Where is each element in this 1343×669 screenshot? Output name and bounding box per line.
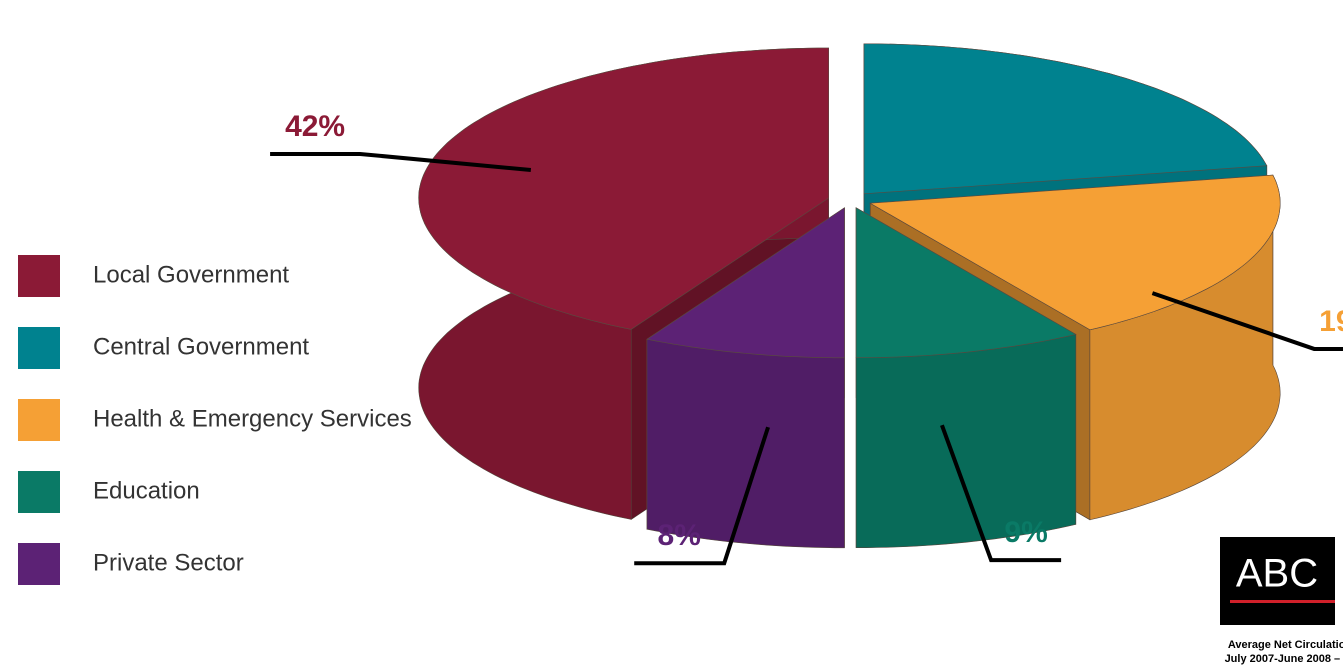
slice	[646, 207, 845, 359]
logo-text: ABC	[1236, 552, 1318, 596]
footnote: July 2007-June 2008 – 82	[1225, 653, 1343, 665]
legend-swatch	[18, 471, 60, 513]
legend-swatch	[18, 255, 60, 297]
leader-line	[1151, 291, 1343, 351]
slice	[869, 174, 1281, 331]
logo-line	[1230, 600, 1335, 603]
slice	[863, 43, 1268, 195]
legend-label: Central Government	[93, 333, 309, 360]
leader-line	[634, 426, 770, 566]
legend-swatch	[18, 327, 60, 369]
value-label: 42%	[285, 110, 345, 143]
legend-swatch	[18, 399, 60, 441]
legend-label: Local Government	[93, 261, 289, 288]
leader-line	[270, 151, 532, 173]
leader-line	[940, 424, 1062, 563]
legend-label: Health & Emergency Services	[93, 405, 412, 432]
slice-side-shade	[1089, 175, 1281, 520]
footnote: Average Net Circulation	[1228, 639, 1343, 651]
slice-side-shade	[856, 334, 1076, 548]
value-label: 8%	[658, 519, 701, 552]
logo-box	[1220, 537, 1335, 625]
legend-label: Education	[93, 477, 200, 504]
legend-label: Private Sector	[93, 549, 244, 576]
legend-swatch	[18, 543, 60, 585]
slice	[855, 207, 1077, 358]
value-label: 9%	[1004, 516, 1047, 549]
value-label: 19%	[1319, 305, 1343, 338]
slice-side-shade	[647, 339, 845, 548]
